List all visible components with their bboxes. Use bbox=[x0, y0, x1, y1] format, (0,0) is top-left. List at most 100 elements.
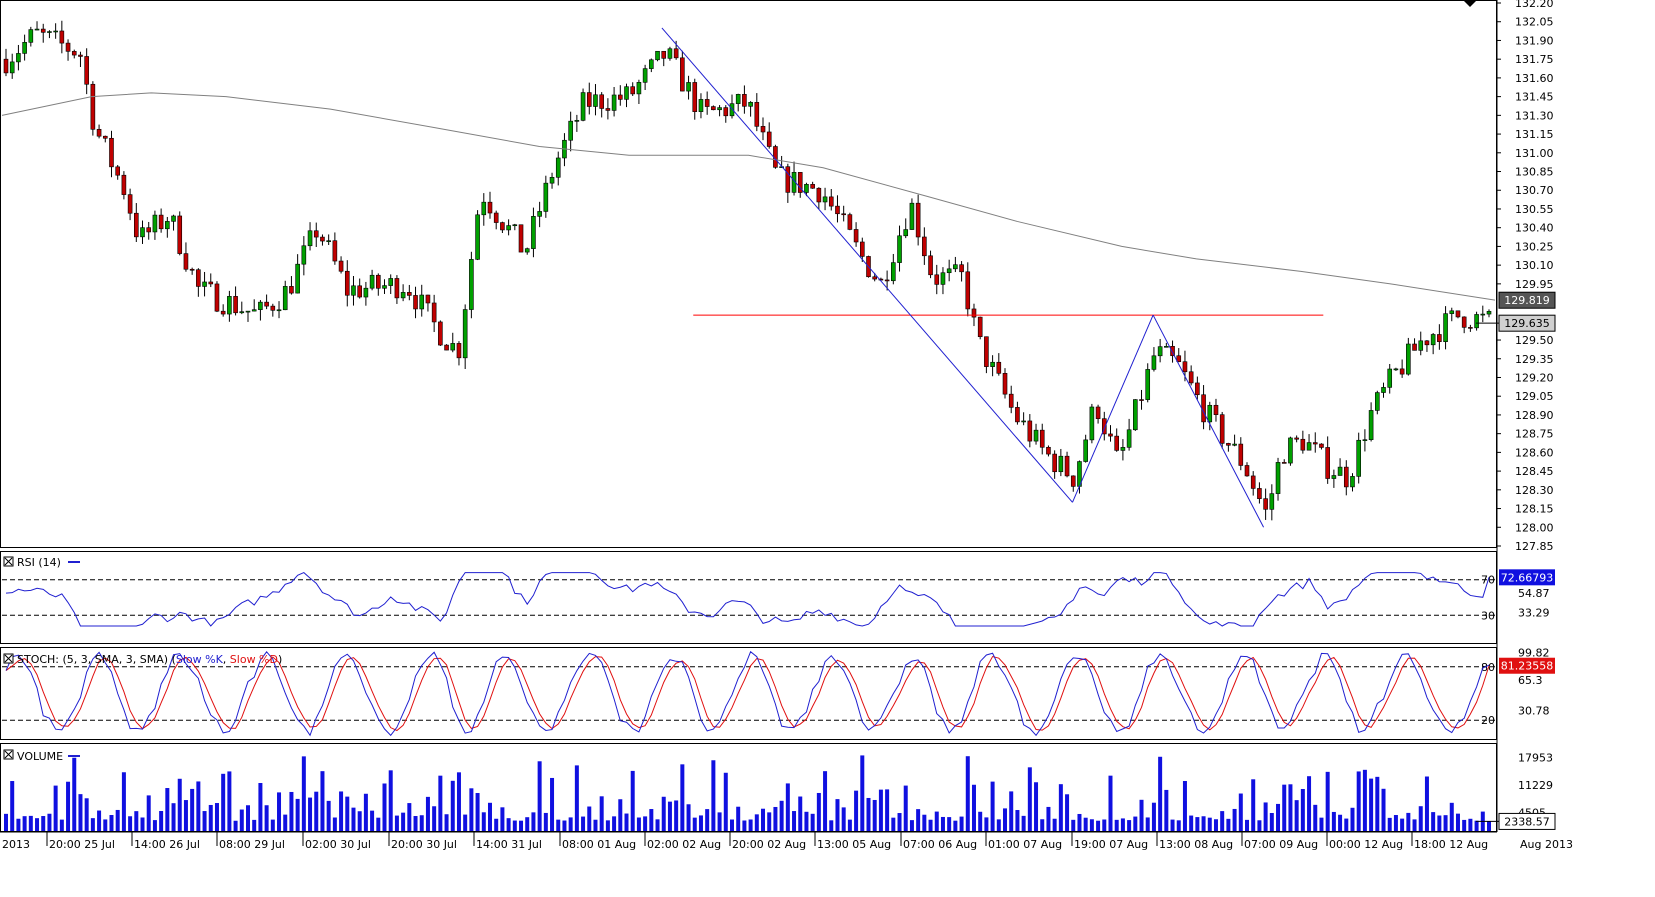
volume-bar bbox=[1313, 804, 1318, 831]
pattern-segment bbox=[661, 27, 1073, 503]
candle-body bbox=[959, 264, 964, 273]
volume-bar bbox=[723, 772, 728, 831]
candle-body bbox=[115, 166, 120, 176]
volume-tick-label: 17953 bbox=[1518, 751, 1553, 764]
candle-body bbox=[766, 131, 772, 147]
volume-bar bbox=[767, 812, 772, 831]
candle-body bbox=[692, 82, 698, 112]
volume-bar bbox=[587, 806, 592, 831]
volume-bar bbox=[512, 820, 517, 831]
stoch-k-line bbox=[5, 650, 1490, 737]
candle bbox=[227, 290, 232, 322]
candle-body bbox=[171, 215, 176, 222]
candle bbox=[419, 284, 425, 317]
volume-bar bbox=[1052, 818, 1057, 831]
price-tick-label: 129.50 bbox=[1515, 334, 1554, 347]
volume-bar bbox=[885, 789, 890, 831]
volume-bar bbox=[1307, 776, 1312, 831]
candle bbox=[1039, 423, 1045, 455]
candle bbox=[1101, 411, 1107, 441]
candle-body bbox=[127, 194, 133, 214]
candle-body bbox=[611, 94, 617, 111]
candle-body bbox=[915, 202, 921, 238]
candle bbox=[822, 187, 828, 211]
price-tick-label: 131.60 bbox=[1515, 72, 1554, 85]
volume-bar bbox=[736, 806, 741, 831]
volume-bar bbox=[754, 814, 759, 831]
candle bbox=[1288, 436, 1293, 466]
candle bbox=[344, 260, 350, 307]
volume-bar bbox=[326, 800, 331, 831]
candle-body bbox=[1437, 334, 1442, 342]
candle bbox=[239, 301, 245, 315]
candle-body bbox=[1424, 340, 1430, 346]
volume-bar bbox=[382, 783, 387, 831]
candle bbox=[109, 130, 114, 178]
volume-bar bbox=[729, 819, 734, 831]
candle-body bbox=[493, 212, 499, 223]
volume-bar bbox=[593, 819, 598, 831]
volume-bar bbox=[320, 771, 325, 831]
volume-bar bbox=[866, 797, 871, 831]
volume-bar bbox=[909, 820, 914, 831]
candle bbox=[512, 223, 518, 231]
rsi-level-label: 30 bbox=[1481, 609, 1495, 622]
candle bbox=[1461, 316, 1467, 334]
volume-bar bbox=[425, 796, 430, 831]
rsi-title[interactable]: RSI (14) bbox=[3, 556, 80, 569]
candle-body bbox=[928, 255, 933, 276]
volume-bar bbox=[996, 819, 1001, 831]
candle-body bbox=[1164, 346, 1169, 348]
price-tick-label: 128.45 bbox=[1515, 465, 1554, 478]
x-tick-label: 07:00 06 Aug bbox=[903, 838, 977, 851]
volume-bar bbox=[177, 778, 182, 831]
candle bbox=[1188, 365, 1194, 386]
candle bbox=[1449, 307, 1455, 322]
candle bbox=[543, 175, 549, 218]
volume-bar bbox=[630, 770, 635, 831]
candle-body bbox=[1064, 455, 1070, 477]
volume-bar bbox=[264, 805, 269, 831]
candle-body bbox=[456, 343, 462, 359]
candle bbox=[853, 222, 859, 247]
candle bbox=[196, 268, 201, 297]
price-tick-label: 131.00 bbox=[1515, 147, 1554, 160]
candle bbox=[1226, 442, 1231, 452]
scroll-marker-icon[interactable] bbox=[1464, 1, 1476, 7]
candle bbox=[1133, 399, 1138, 431]
candle-body bbox=[859, 241, 865, 257]
candle bbox=[171, 214, 176, 231]
price-tick-label: 127.85 bbox=[1515, 540, 1554, 553]
volume-bar bbox=[1474, 820, 1479, 831]
volume-bar bbox=[953, 820, 958, 831]
candle bbox=[940, 267, 946, 295]
stoch-level-label: 20 bbox=[1481, 714, 1495, 727]
candle bbox=[320, 234, 325, 246]
volume-bar bbox=[10, 781, 15, 831]
volume-bar bbox=[1263, 802, 1268, 831]
candle bbox=[1443, 306, 1448, 350]
candle bbox=[828, 188, 834, 211]
volume-bar bbox=[1145, 817, 1150, 831]
candle-body bbox=[332, 240, 338, 262]
candle bbox=[692, 78, 698, 120]
candle bbox=[3, 48, 9, 77]
candle-body bbox=[1319, 443, 1324, 448]
candle bbox=[1002, 368, 1008, 399]
volume-bar bbox=[1462, 819, 1467, 831]
stoch-d-label: Slow %D bbox=[230, 653, 278, 666]
volume-bar bbox=[1027, 767, 1032, 831]
volume-title[interactable]: VOLUME bbox=[3, 749, 80, 763]
candle-body bbox=[946, 268, 952, 274]
candle bbox=[518, 224, 524, 253]
candle-body bbox=[196, 269, 201, 287]
candle-body bbox=[1412, 343, 1417, 351]
candle bbox=[282, 280, 288, 311]
x-tick-label: 08:00 01 Aug bbox=[562, 838, 636, 851]
candle bbox=[586, 82, 592, 115]
volume-bar bbox=[1114, 819, 1119, 831]
candle-body bbox=[289, 286, 294, 294]
candle-body bbox=[1244, 465, 1250, 477]
stoch-title[interactable]: STOCH: (5, 3, SMA, 3, SMA) (Slow %K, Slo… bbox=[3, 653, 282, 666]
candle bbox=[835, 195, 840, 223]
